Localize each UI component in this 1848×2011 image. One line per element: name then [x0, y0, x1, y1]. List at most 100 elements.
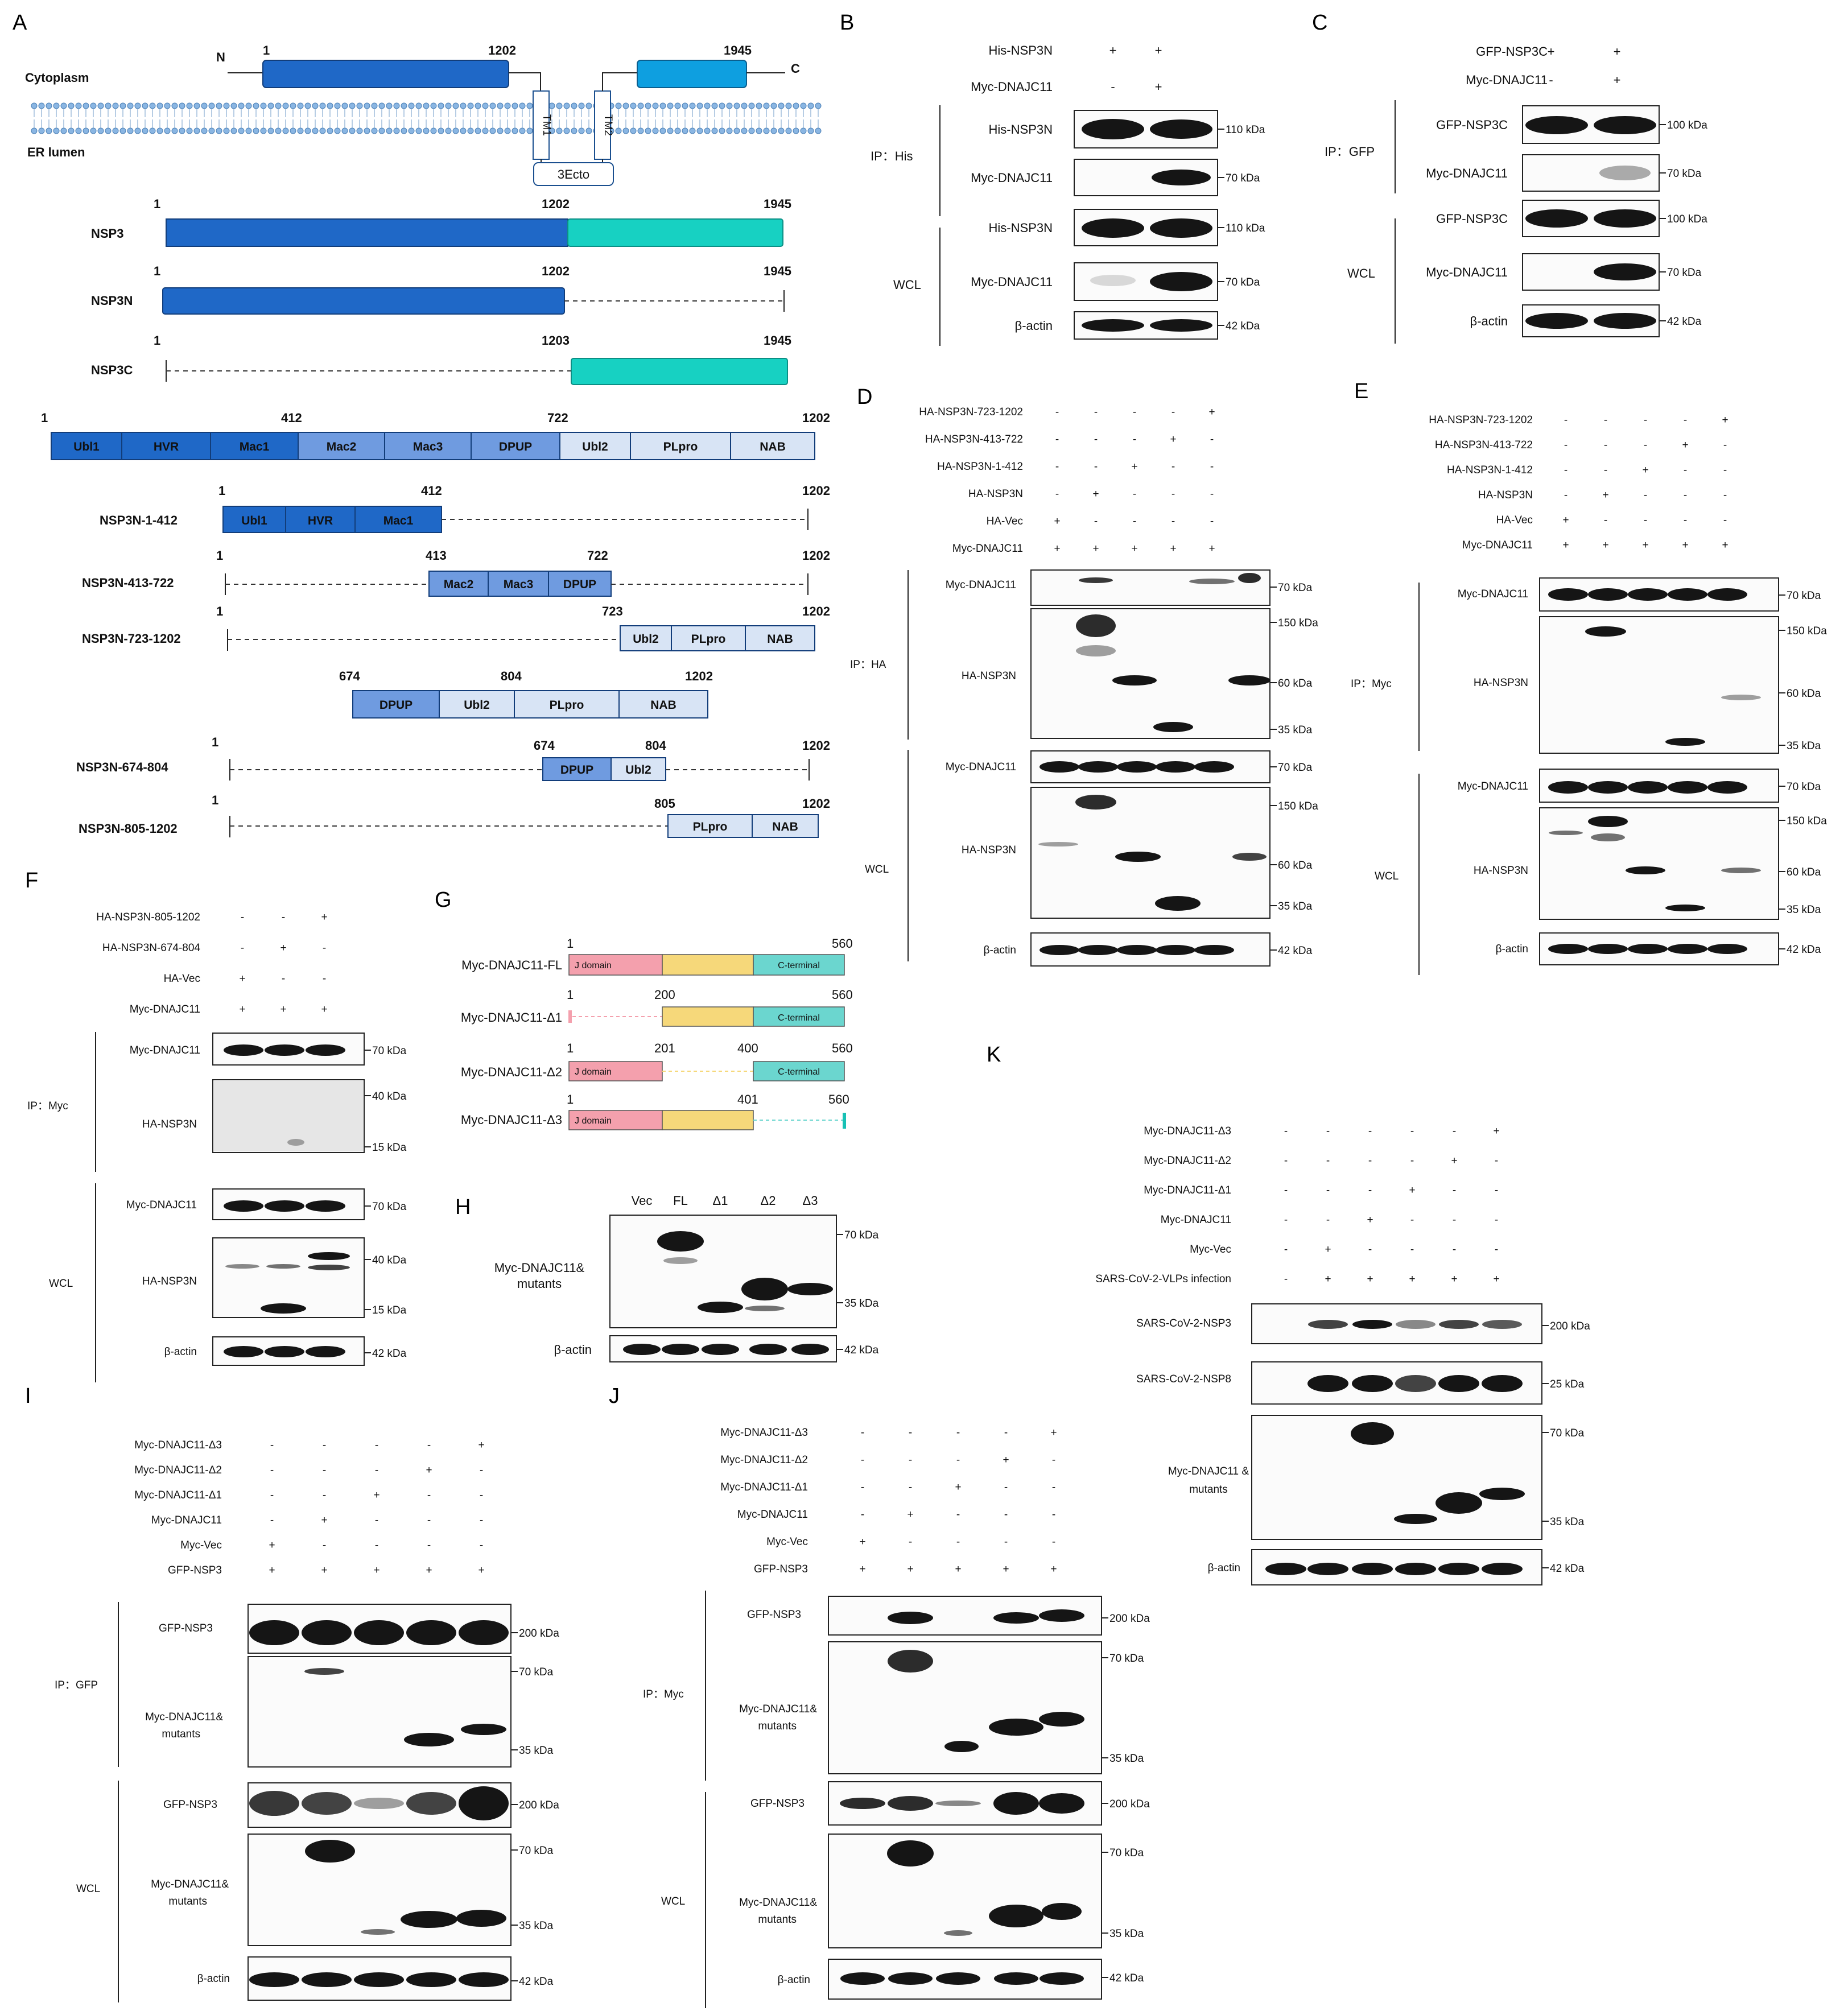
band	[1721, 695, 1761, 700]
treatment-sign: -	[1644, 414, 1647, 426]
band	[1189, 579, 1235, 584]
treatment-sign: -	[1604, 439, 1607, 451]
treatment-sign: +	[1367, 1273, 1373, 1285]
treatment-label: HA-Vec	[164, 973, 200, 985]
num: 1	[567, 1041, 574, 1055]
treatment-sign: -	[861, 1427, 864, 1439]
band	[308, 1252, 350, 1260]
band	[1082, 319, 1144, 332]
treatment-sign: -	[1495, 1244, 1498, 1256]
kda-marker: 42 kDa	[519, 1976, 554, 1988]
band	[1307, 1563, 1348, 1575]
band	[1115, 852, 1161, 862]
kda-marker: 70 kDa	[1226, 276, 1260, 288]
domain-label: Mac1	[240, 440, 270, 453]
sub4-domain	[610, 757, 666, 781]
band	[1308, 1320, 1348, 1329]
band	[302, 1792, 352, 1815]
treatment-sign: +	[1722, 539, 1728, 551]
band	[1082, 218, 1144, 238]
sub-start: 1	[212, 793, 218, 807]
band	[1153, 722, 1193, 732]
treatment-sign: +	[1451, 1273, 1457, 1285]
band	[994, 1972, 1038, 1985]
treatment-sign: -	[1111, 80, 1115, 94]
sub4-domain-label: Ubl2	[625, 763, 651, 777]
treatment-sign: -	[1284, 1155, 1288, 1167]
band	[304, 1668, 344, 1675]
band	[1395, 1563, 1436, 1575]
treatment-sign: -	[480, 1539, 483, 1551]
treatment-sign: -	[270, 1489, 274, 1501]
kda-marker: 70 kDa	[372, 1045, 407, 1057]
domain-nab	[730, 432, 815, 460]
treatment-sign: -	[1368, 1184, 1372, 1196]
treatment-sign: -	[1172, 461, 1175, 473]
treatment-sign: +	[1493, 1125, 1499, 1137]
band	[663, 1257, 698, 1264]
treatment-sign: -	[375, 1514, 378, 1526]
panel-e-letter: E	[1354, 379, 1368, 403]
band	[944, 1741, 979, 1752]
band	[935, 1801, 981, 1806]
kda-marker: 42 kDa	[1787, 944, 1821, 956]
kda-marker: 42 kDa	[1550, 1563, 1585, 1575]
treatment-sign: +	[478, 1439, 484, 1451]
treatment-sign: -	[1326, 1155, 1330, 1167]
band	[1039, 1609, 1084, 1622]
treatment-sign: -	[1172, 515, 1175, 527]
domain-label: PLpro	[663, 440, 698, 453]
treatment-label: Myc-DNAJC11-Δ1	[1144, 1184, 1231, 1196]
db-722: 722	[547, 411, 568, 425]
treatment-sign: -	[427, 1539, 431, 1551]
n-terminus-label: N	[216, 50, 225, 64]
band	[1628, 944, 1668, 954]
band	[354, 1620, 404, 1645]
sub-722: 722	[587, 548, 608, 563]
kda-marker: 70 kDa	[1667, 168, 1702, 180]
blot-label: SARS-CoV-2-NSP8	[1136, 1373, 1231, 1385]
band	[459, 1620, 509, 1645]
band	[354, 1972, 404, 1987]
band	[887, 1840, 934, 1867]
treatment-sign: -	[1410, 1155, 1414, 1167]
band	[1588, 944, 1628, 954]
sub4-domain	[542, 757, 612, 781]
treatment-sign: +	[269, 1564, 275, 1576]
band	[1117, 761, 1157, 773]
treatment-sign: -	[1644, 514, 1647, 526]
ip-label: IP：HA	[850, 659, 886, 671]
band	[302, 1620, 352, 1645]
bar2-804: 804	[501, 669, 522, 683]
sub-412: 412	[421, 484, 442, 498]
treatment-sign: -	[1052, 1454, 1055, 1466]
blot-label: β-actin	[1470, 314, 1508, 328]
num: 400	[737, 1041, 758, 1055]
construct-start: 1	[154, 197, 160, 211]
band	[261, 1303, 306, 1314]
sub2-domain-label: Mac2	[444, 578, 474, 591]
tm1-label: TM1	[541, 114, 552, 136]
treatment-sign: +	[1562, 514, 1569, 526]
treatment-sign: +	[1642, 464, 1648, 476]
treatment-sign: -	[1723, 464, 1727, 476]
band	[1039, 1793, 1084, 1814]
band	[623, 1344, 661, 1355]
band	[1394, 1514, 1437, 1524]
j-domain-label: J domain	[575, 1116, 612, 1126]
treatment-sign: +	[280, 1004, 286, 1015]
kda-marker: 70 kDa	[1109, 1847, 1144, 1859]
band	[1438, 1563, 1479, 1575]
kda-marker: 60 kDa	[1278, 860, 1313, 872]
blot-j-myc	[828, 1641, 1102, 1774]
treatment-sign: +	[1092, 488, 1099, 500]
band	[702, 1344, 739, 1355]
ip-label: IP：Myc	[1351, 678, 1392, 690]
treatment-sign: +	[1170, 433, 1176, 445]
d2-cterm	[753, 1061, 845, 1081]
treatment-sign: -	[1410, 1244, 1414, 1256]
kda-marker: 35 kDa	[519, 1745, 554, 1757]
treatment-sign: +	[1155, 80, 1162, 94]
c-terminal-label: C-terminal	[778, 1013, 820, 1023]
